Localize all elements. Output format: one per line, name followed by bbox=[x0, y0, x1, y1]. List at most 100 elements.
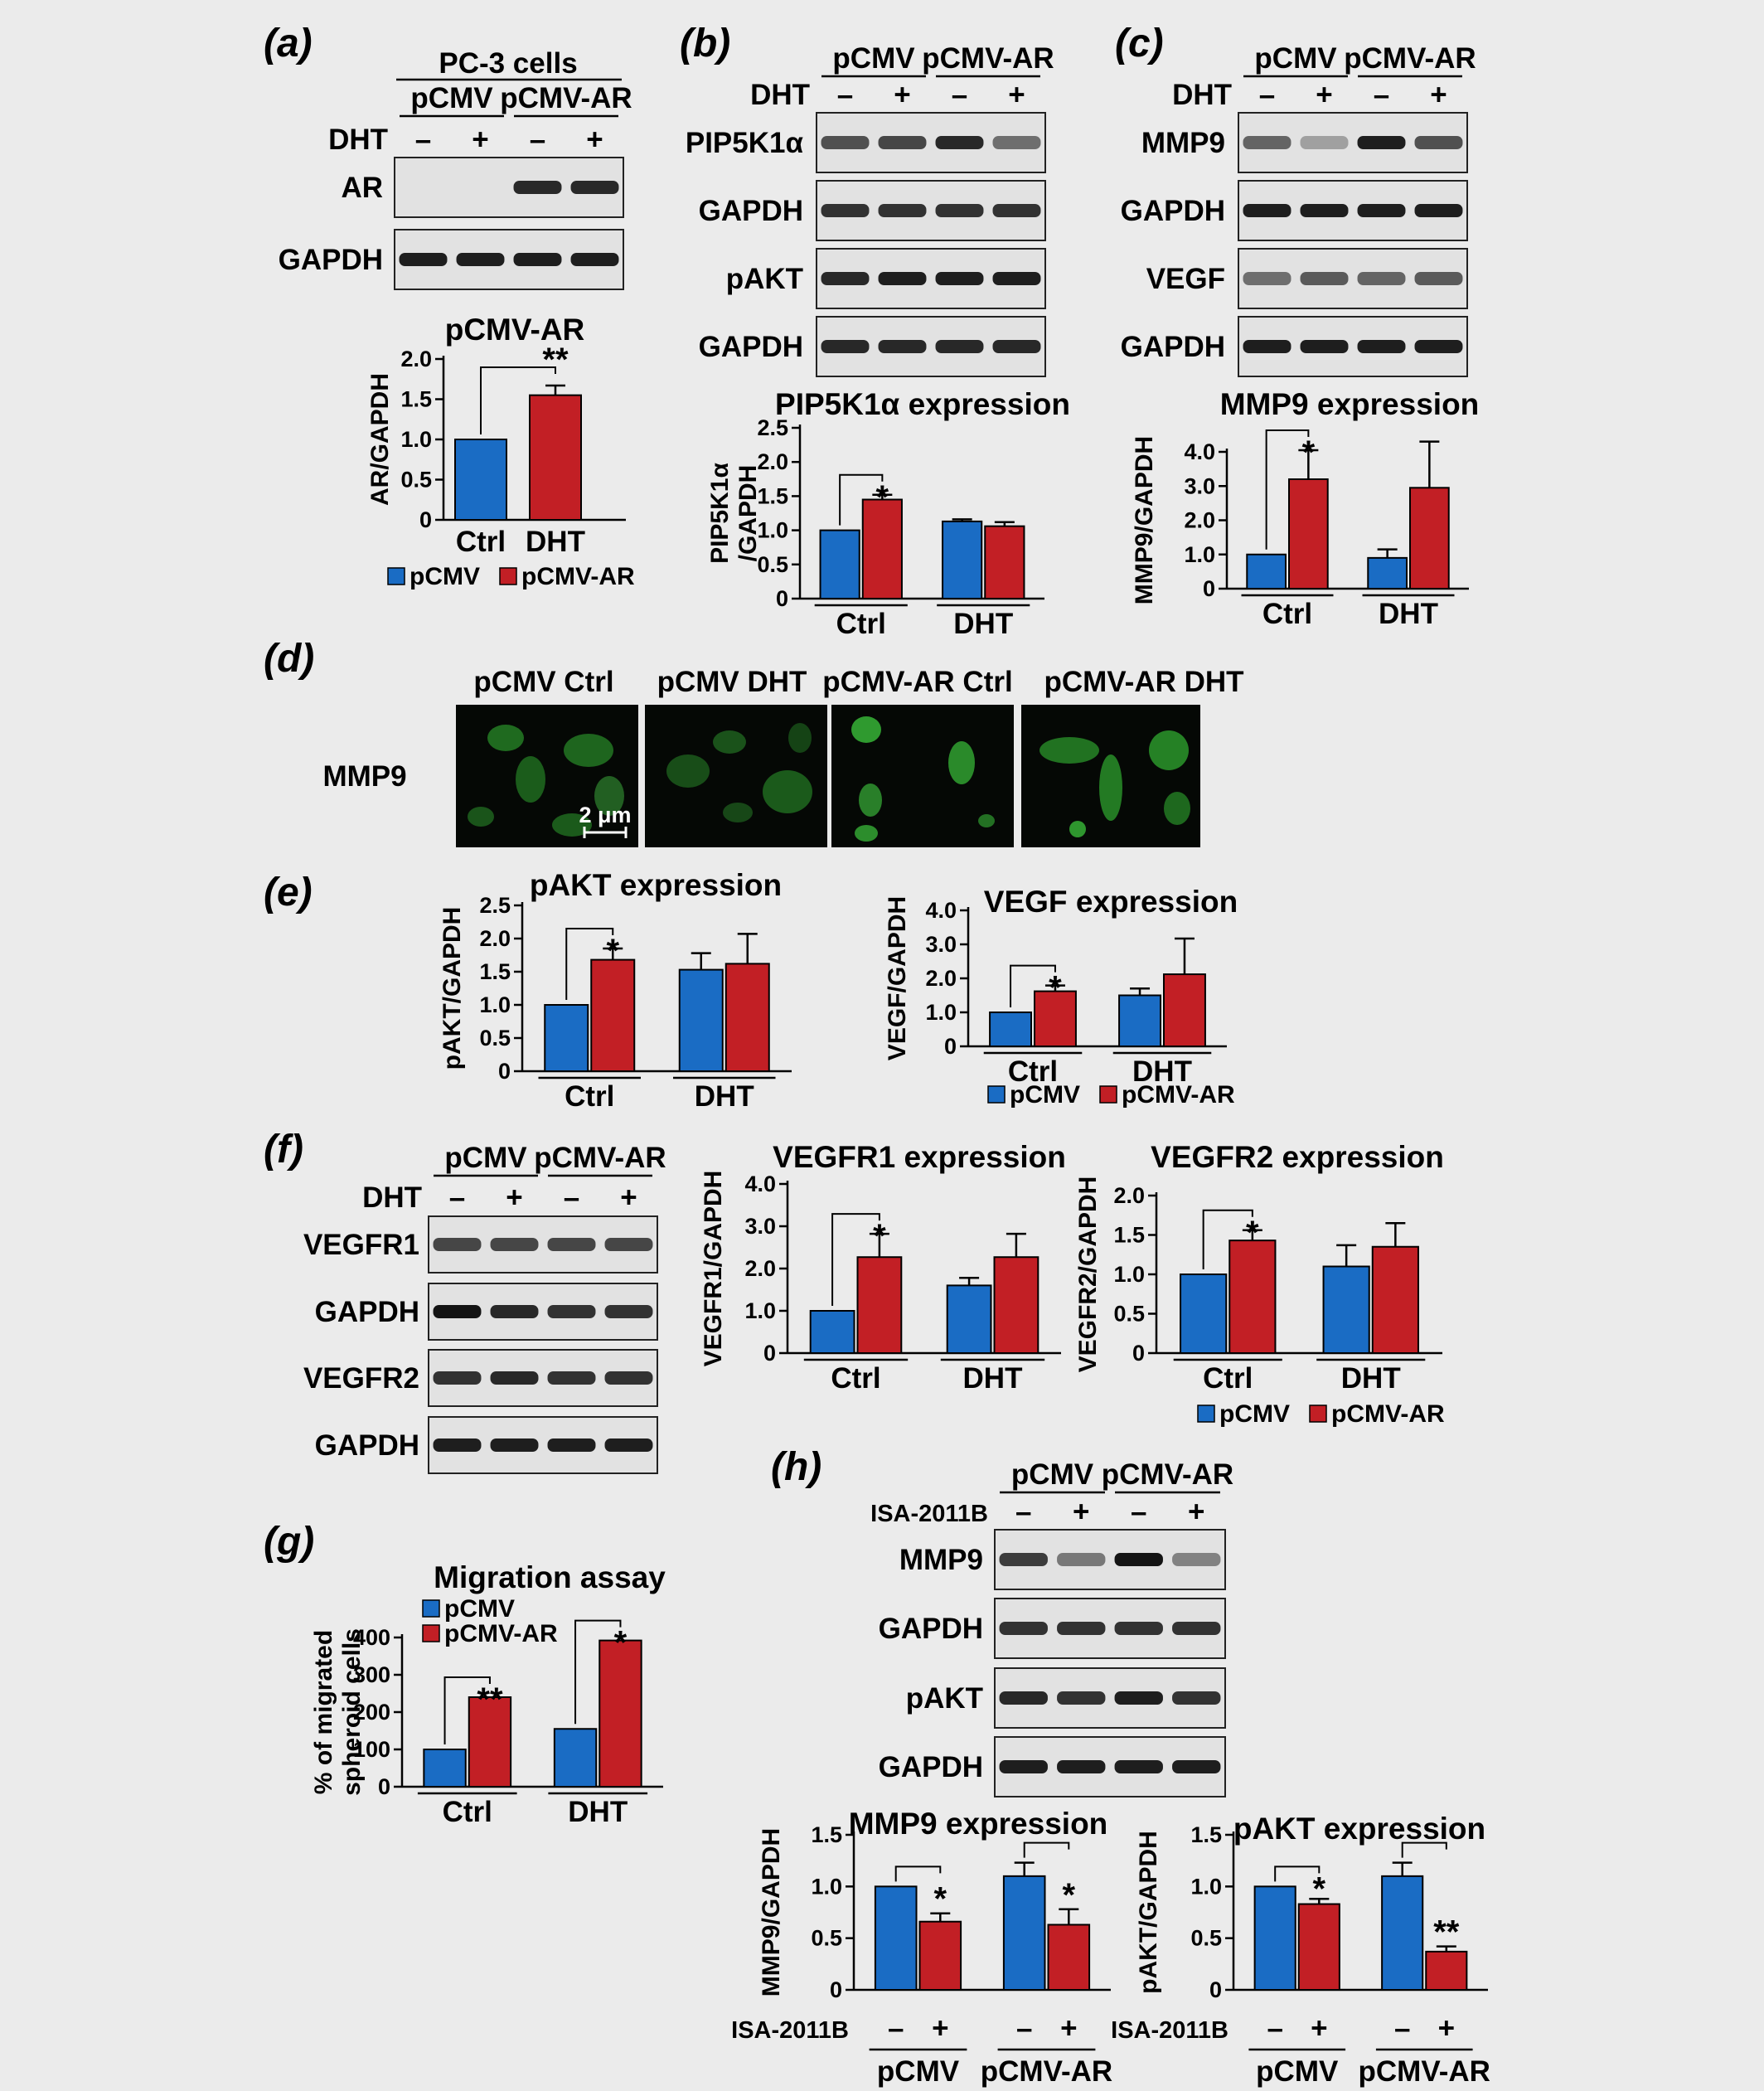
blot-band bbox=[1414, 204, 1463, 217]
x-category-label: Ctrl bbox=[1008, 1055, 1058, 1088]
y-tick-label: 2.0 bbox=[479, 926, 511, 951]
significance-bracket bbox=[839, 473, 884, 526]
blot-band bbox=[1243, 204, 1292, 217]
significance-bracket bbox=[1023, 1841, 1070, 1858]
x-category-label: DHT bbox=[1132, 1055, 1192, 1088]
significance-marker: * bbox=[606, 933, 619, 969]
bar bbox=[590, 958, 636, 1072]
blot-band bbox=[570, 181, 619, 194]
y-tick-label: 2.0 bbox=[400, 347, 432, 371]
blot-lane-sign: + bbox=[1188, 1496, 1204, 1528]
x-category-label: Ctrl bbox=[456, 526, 506, 558]
blot-band bbox=[490, 1238, 539, 1251]
bar bbox=[942, 520, 983, 599]
blot-band bbox=[490, 1438, 539, 1452]
blot-band bbox=[1414, 136, 1463, 149]
blot-band bbox=[1243, 136, 1292, 149]
blot-band bbox=[821, 272, 870, 285]
blot-lane-sign: – bbox=[564, 1181, 579, 1214]
blot-row-label: GAPDH bbox=[879, 1613, 983, 1645]
legend-label: pCMV-AR bbox=[521, 563, 635, 590]
x-sub-label: – bbox=[1394, 2012, 1410, 2045]
blot-lane-sign: – bbox=[415, 124, 431, 156]
legend-label: pCMV-AR bbox=[1122, 1081, 1235, 1109]
blot-band bbox=[992, 340, 1041, 353]
bar bbox=[989, 1012, 1032, 1047]
blot-band bbox=[513, 181, 562, 194]
y-axis-label: AR/GAPDH bbox=[366, 373, 394, 506]
y-tick-label: 400 bbox=[353, 1625, 390, 1650]
bar bbox=[1381, 1875, 1424, 1992]
micrograph-row-label: MMP9 bbox=[322, 760, 406, 793]
bar bbox=[598, 1639, 642, 1788]
blot-band bbox=[935, 272, 984, 285]
blot-band bbox=[604, 1238, 653, 1251]
blot-lane-sign: + bbox=[506, 1181, 522, 1214]
blot-band bbox=[821, 340, 870, 353]
x-sub-label: – bbox=[1267, 2012, 1282, 2045]
y-tick-label: 0.5 bbox=[811, 1926, 842, 1951]
blot-band bbox=[433, 1371, 482, 1385]
bar bbox=[1118, 994, 1161, 1047]
blot-band bbox=[878, 272, 927, 285]
blot-band bbox=[1357, 340, 1406, 353]
blot-band bbox=[935, 340, 984, 353]
chart-e1: pAKT expression pAKT/GAPDH 0 0.5 1.0 1.5 2.0 2.… bbox=[439, 868, 792, 1113]
x-category-label: DHT bbox=[963, 1362, 1023, 1395]
legend-swatch bbox=[987, 1085, 1006, 1104]
chart-title: pAKT expression bbox=[1233, 1812, 1485, 1846]
significance-marker: * bbox=[1246, 1215, 1259, 1251]
legend-swatch bbox=[499, 567, 517, 585]
bar bbox=[984, 525, 1025, 600]
blot-treatment-label: DHT bbox=[362, 1181, 422, 1214]
blot-band bbox=[878, 136, 927, 149]
y-tick-label: 1.5 bbox=[400, 387, 432, 412]
bar bbox=[468, 1696, 512, 1788]
significance-bracket bbox=[565, 928, 614, 1000]
y-tick-label: 0.5 bbox=[479, 1026, 511, 1050]
blot-band bbox=[1172, 1691, 1221, 1705]
chart-legend: pCMV pCMV-AR bbox=[987, 1081, 1235, 1109]
y-tick-label: 0 bbox=[1203, 576, 1215, 601]
chart-title: Migration assay bbox=[434, 1560, 666, 1594]
blot-lane-sign: – bbox=[1374, 79, 1389, 111]
significance-marker: ** bbox=[542, 342, 569, 378]
significance-marker: * bbox=[614, 1625, 628, 1662]
significance-marker: ** bbox=[477, 1681, 503, 1718]
blot-row-label: GAPDH bbox=[879, 1751, 983, 1783]
y-tick-label: 1.5 bbox=[479, 959, 511, 984]
y-tick-label: 2.5 bbox=[757, 415, 788, 440]
legend-swatch bbox=[422, 1624, 440, 1642]
blot-band bbox=[1057, 1553, 1106, 1566]
blot-group-label: pCMV bbox=[1254, 42, 1337, 75]
chart-legend: pCMV pCMV-AR bbox=[1197, 1400, 1445, 1428]
blot-row-label: VEGFR1 bbox=[303, 1229, 419, 1261]
blot-band bbox=[399, 253, 448, 266]
y-tick-label: 1.0 bbox=[811, 1874, 842, 1899]
y-tick-label: 3.0 bbox=[1184, 473, 1215, 498]
blot-band bbox=[992, 272, 1041, 285]
significance-bracket bbox=[894, 1865, 942, 1882]
bar bbox=[553, 1728, 598, 1788]
bar bbox=[1425, 1950, 1468, 1991]
blot-band bbox=[490, 1305, 539, 1318]
y-tick-label: 1.0 bbox=[744, 1298, 776, 1323]
x-sub-label: + bbox=[932, 2012, 948, 2045]
x-category-label: pCMV-AR bbox=[981, 2055, 1112, 2088]
blot-lane-sign: – bbox=[952, 79, 967, 111]
blot-band bbox=[1057, 1622, 1106, 1635]
significance-bracket bbox=[1265, 429, 1310, 550]
blot-band bbox=[433, 1438, 482, 1452]
blot-band bbox=[1172, 1553, 1221, 1566]
significance-bracket bbox=[831, 1213, 880, 1306]
chart-f2: VEGFR2 expression VEGFR2/GAPDH 0 0.5 1.0 1.5 2… bbox=[1074, 1140, 1445, 1428]
y-tick-label: 4.0 bbox=[744, 1172, 776, 1196]
blot-band bbox=[1114, 1553, 1163, 1566]
blot-band bbox=[604, 1438, 653, 1452]
blot-band bbox=[1114, 1622, 1163, 1635]
y-tick-label: 0.5 bbox=[1113, 1302, 1145, 1327]
blot-group-label: pCMV-AR bbox=[500, 82, 632, 114]
